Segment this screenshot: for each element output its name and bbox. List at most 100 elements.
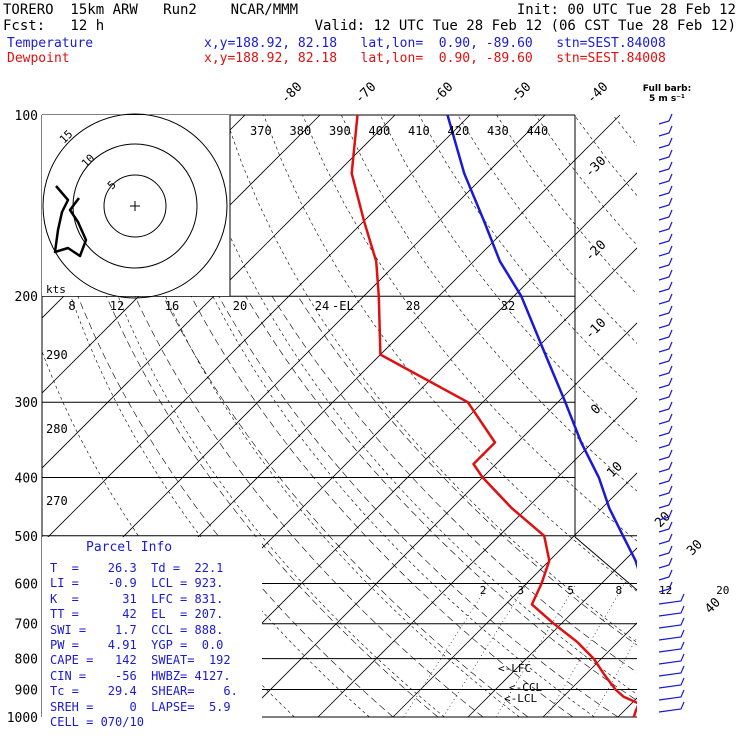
wind-barb xyxy=(658,125,673,137)
pressure-tick-label: 600 xyxy=(15,577,38,592)
wind-barb xyxy=(658,521,673,533)
wind-key-value: 5 m s⁻¹ xyxy=(649,94,685,104)
isotherm-line xyxy=(617,697,637,718)
pressure-tick-label: 1000 xyxy=(7,711,38,726)
theta-label: 400 xyxy=(369,124,391,138)
dewpoint-location: x,y=188.92, 82.18 lat,lon= 0.90, -89.60 … xyxy=(204,51,666,66)
theta-label: 390 xyxy=(329,124,351,138)
isotherm-label: -30 xyxy=(582,154,609,181)
wind-barb xyxy=(658,653,685,665)
theta-label: 440 xyxy=(527,124,549,138)
temperature-legend: Temperature xyxy=(7,36,94,51)
wind-barb xyxy=(658,233,673,245)
wind-barb xyxy=(658,545,673,557)
pressure-tick-label: 800 xyxy=(15,653,38,668)
theta-label: 410 xyxy=(408,124,430,138)
wind-barb xyxy=(658,629,685,641)
isotherm-label: -20 xyxy=(582,238,609,265)
model-title: TORERO 15km ARW Run2 NCAR/MMM xyxy=(3,2,299,18)
mixing-ratio-label: 3 xyxy=(518,584,525,597)
dry-adiabat xyxy=(185,115,637,695)
wind-barb xyxy=(658,173,673,185)
wind-barb xyxy=(658,677,685,689)
parcel-info-row: SWI = 1.7 CCL = 888. xyxy=(50,622,224,637)
wind-barb xyxy=(658,281,673,293)
wind-barb xyxy=(658,461,673,473)
isotherm-line xyxy=(167,247,637,718)
pressure-tick-label: 900 xyxy=(15,683,38,698)
theta-label: 370 xyxy=(250,124,272,138)
wind-barb xyxy=(658,509,673,521)
mixing-ratio-line xyxy=(546,583,625,718)
wind-barb xyxy=(658,185,673,197)
pressure-tick-label: 500 xyxy=(15,530,38,545)
wind-barb xyxy=(658,269,673,281)
isotherm-line xyxy=(392,472,637,718)
wind-barb xyxy=(658,701,685,713)
parcel-info-row: TT = 42 EL = 207. xyxy=(50,607,224,622)
moist-adiabat xyxy=(218,296,619,718)
wind-barb xyxy=(658,257,673,269)
dry-adiabat xyxy=(146,115,595,718)
isotherm-label: -40 xyxy=(584,80,611,107)
mixing-ratio-label: 2 xyxy=(480,584,487,597)
dry-adiabat xyxy=(691,115,740,717)
isotherm-label: -10 xyxy=(582,316,609,343)
moist-adiabat xyxy=(271,296,637,673)
isotherm-label: 30 xyxy=(684,537,706,559)
el-marker: -EL xyxy=(332,299,354,313)
wind-barb xyxy=(658,221,673,233)
wind-barb xyxy=(658,209,673,221)
isotherm-line xyxy=(42,115,471,544)
dry-adiabat xyxy=(612,115,637,147)
theta-label: 430 xyxy=(487,124,509,138)
speed-label: 32 xyxy=(501,299,515,313)
wind-barb xyxy=(658,113,673,125)
wind-barb xyxy=(658,161,673,173)
level-label: <-LFC xyxy=(498,662,531,675)
parcel-info-row: LI = -0.9 LCL = 923. xyxy=(50,576,224,591)
hodograph-unit: kts xyxy=(46,283,66,296)
moist-adiabat xyxy=(106,296,439,718)
wind-barb xyxy=(658,665,685,677)
theta-label: 420 xyxy=(448,124,470,138)
moist-adiabat xyxy=(297,296,637,646)
wind-barb xyxy=(658,581,673,593)
parcel-info-row: CAPE = 142 SWEAT= 192 xyxy=(50,653,231,668)
parcel-info-box xyxy=(42,537,262,725)
speed-label: 28 xyxy=(406,299,420,313)
wind-key-title: Full barb: xyxy=(642,84,692,94)
wind-barb xyxy=(658,641,685,653)
dewpoint-profile-line xyxy=(350,115,637,718)
wind-barb xyxy=(658,425,673,437)
wind-barb xyxy=(658,341,673,353)
dry-adiabat xyxy=(263,115,637,592)
wind-barb xyxy=(658,689,685,701)
dry-adiabat xyxy=(108,115,520,718)
mixing-ratio-line xyxy=(403,583,490,718)
dry-adiabat xyxy=(535,115,637,246)
isotherm-line xyxy=(542,622,637,718)
wind-barb xyxy=(658,389,673,401)
wind-barb xyxy=(658,317,673,329)
wind-barb xyxy=(658,293,673,305)
speed-label: 24 xyxy=(315,299,329,313)
temperature-profile-line xyxy=(446,115,637,570)
pressure-tick-label: 200 xyxy=(15,290,38,305)
init-time: Init: 00 UTC Tue 28 Feb 12 xyxy=(516,2,736,18)
temperature-location: x,y=188.92, 82.18 lat,lon= 0.90, -89.60 … xyxy=(204,36,666,51)
wind-barb xyxy=(658,377,673,389)
wind-barb xyxy=(658,557,673,569)
wind-barb xyxy=(658,497,673,509)
parcel-info-row: Tc = 29.4 SHEAR= 6. xyxy=(50,684,238,699)
parcel-info-row: CIN = -56 HWBZ= 4127. xyxy=(50,668,231,683)
parcel-info-row: SREH = 0 LAPSE= 5.9 xyxy=(50,699,231,714)
hodograph-center xyxy=(130,201,140,211)
wind-barb xyxy=(658,449,673,461)
dry-adiabat xyxy=(496,115,637,295)
dry-adiabat xyxy=(69,115,445,718)
speed-label: 12 xyxy=(110,299,124,313)
wind-barb xyxy=(658,197,673,209)
level-label: <-LCL xyxy=(504,692,537,705)
isotherm-line xyxy=(467,547,637,718)
